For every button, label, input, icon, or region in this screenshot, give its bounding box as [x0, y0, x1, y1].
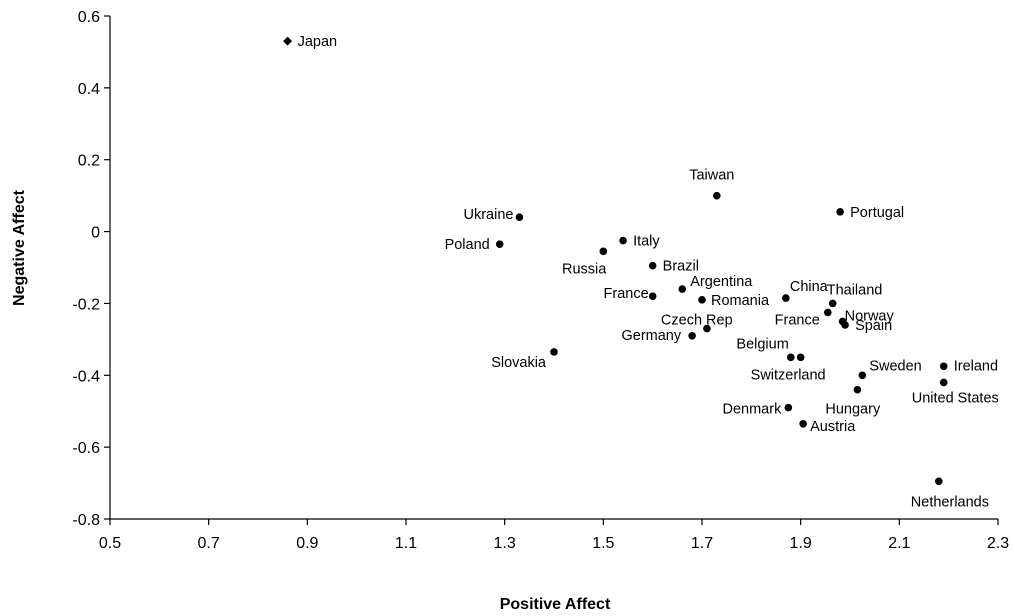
y-tick-label: 0.4	[78, 81, 100, 98]
point-label: Russia	[562, 261, 607, 277]
data-point	[796, 353, 805, 362]
data-point	[799, 419, 807, 428]
point-label: Portugal	[850, 205, 904, 221]
point-label: Slovakia	[491, 355, 547, 371]
point-label: Czech Rep	[661, 313, 733, 329]
y-tick-label: -0.2	[72, 296, 100, 313]
data-point	[495, 240, 504, 248]
data-point	[698, 296, 706, 304]
point-label: Norway	[845, 308, 895, 324]
y-tick-label: -0.6	[72, 440, 100, 457]
data-point	[858, 371, 867, 380]
data-point	[515, 213, 524, 221]
point-label: Netherlands	[911, 494, 989, 510]
data-point	[824, 308, 832, 317]
x-tick-label: 1.3	[494, 535, 516, 552]
data-point	[939, 378, 948, 387]
point-label: Brazil	[663, 259, 699, 275]
x-tick-label: 0.9	[296, 535, 318, 552]
y-tick-label: 0.2	[78, 153, 100, 170]
data-point	[703, 324, 711, 333]
point-label: Ireland	[954, 358, 998, 374]
point-label: China	[790, 279, 829, 295]
data-point	[784, 403, 793, 412]
data-point	[648, 261, 657, 270]
data-point	[713, 191, 721, 200]
x-tick-label: 0.5	[99, 535, 121, 552]
point-label: Hungary	[825, 402, 881, 418]
point-labels: Japan Taiwan Portugal Ukraine Poland Italy Rus…	[298, 34, 999, 510]
data-point	[678, 285, 687, 293]
x-tick-label: 1.1	[395, 535, 417, 552]
data-point	[688, 331, 696, 340]
axes	[109, 16, 998, 520]
point-label: Switzerland	[751, 367, 826, 383]
x-tick-label: 1.5	[592, 535, 614, 552]
point-label: Poland	[445, 237, 490, 253]
y-tick-label: 0	[91, 225, 100, 242]
point-label: France	[775, 312, 820, 328]
data-point	[782, 294, 790, 302]
point-label: Ukraine	[463, 207, 513, 223]
point-label: Sweden	[869, 358, 921, 374]
data-point	[836, 208, 844, 216]
data-point	[283, 36, 293, 46]
data-points	[283, 36, 948, 486]
x-axis-title: Positive Affect	[500, 596, 611, 613]
point-label: Thailand	[827, 282, 883, 298]
data-point	[935, 477, 943, 486]
y-tick-label: 0.6	[78, 9, 100, 26]
data-point	[841, 321, 849, 329]
data-point	[599, 247, 608, 256]
data-point	[619, 236, 627, 245]
y-tick-label: -0.8	[72, 512, 100, 529]
ticks: 0.5 0.7 0.9 1.1 1.3 1.5 1.7 1.9 2.1 2.3 0.6 0.4 0.2 0…	[72, 9, 1009, 552]
data-point	[550, 348, 558, 356]
point-label: Taiwan	[689, 168, 734, 184]
point-label: Romania	[711, 293, 770, 309]
y-tick-label: -0.4	[72, 368, 100, 385]
point-label: United States	[912, 390, 999, 406]
x-tick-label: 1.7	[691, 535, 713, 552]
data-point	[648, 292, 657, 301]
x-tick-label: 2.1	[888, 535, 910, 552]
point-label: Spain	[855, 318, 892, 334]
data-point	[853, 385, 862, 394]
data-point	[787, 353, 795, 362]
point-label: Denmark	[723, 402, 783, 418]
point-label: France	[604, 286, 649, 302]
y-axis-title: Negative Affect	[11, 189, 28, 306]
x-tick-label: 0.7	[198, 535, 220, 552]
point-label: Belgium	[736, 336, 788, 352]
x-tick-label: 2.3	[987, 535, 1009, 552]
point-label: Japan	[298, 34, 338, 50]
point-label: Austria	[810, 419, 856, 435]
x-tick-label: 1.9	[790, 535, 812, 552]
data-point	[828, 299, 837, 308]
point-label: Italy	[633, 234, 660, 250]
point-label: Germany	[621, 328, 681, 344]
data-point	[939, 362, 948, 371]
point-label: Argentina	[690, 274, 753, 290]
